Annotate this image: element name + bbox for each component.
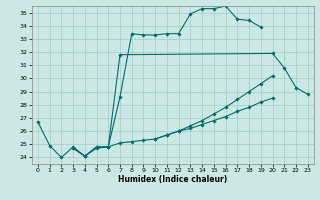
X-axis label: Humidex (Indice chaleur): Humidex (Indice chaleur) — [118, 175, 228, 184]
